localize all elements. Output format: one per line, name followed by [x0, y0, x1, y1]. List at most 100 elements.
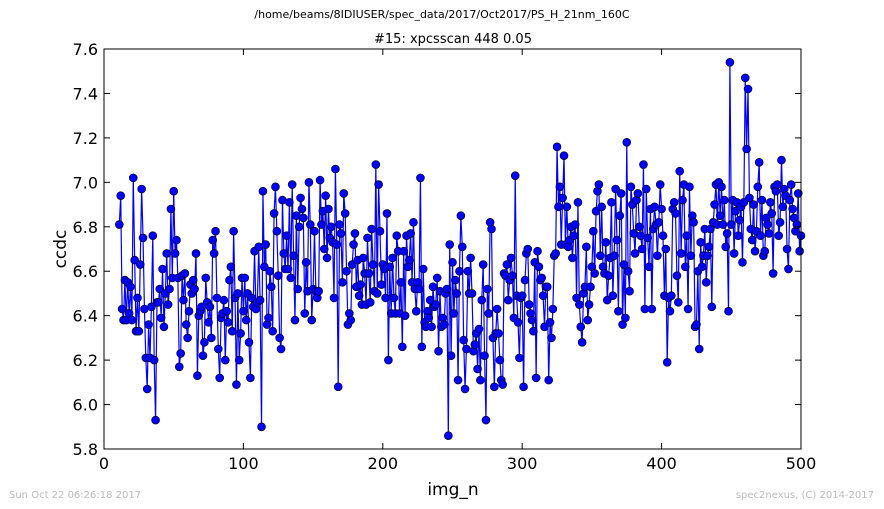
data-point [551, 249, 560, 258]
data-point [381, 293, 390, 303]
data-point [674, 298, 683, 307]
data-point [777, 155, 786, 165]
data-point [358, 253, 368, 263]
data-point [158, 264, 167, 274]
data-point [721, 242, 731, 252]
data-point [768, 269, 778, 278]
data-point [654, 218, 664, 227]
data-point [151, 415, 160, 425]
data-point [597, 202, 606, 212]
data-point [680, 262, 690, 272]
data-point [745, 193, 754, 203]
data-point [163, 300, 173, 309]
data-point [234, 355, 244, 365]
data-point [686, 251, 696, 260]
plot-frame [104, 49, 801, 449]
data-point [247, 293, 257, 303]
data-point [294, 222, 304, 232]
data-point [480, 351, 489, 360]
data-point [490, 382, 499, 392]
data-point [439, 320, 449, 329]
data-point [733, 231, 743, 240]
data-point [537, 273, 547, 283]
data-point [321, 191, 330, 200]
data-point [538, 291, 548, 300]
data-point [223, 318, 233, 327]
data-point [346, 315, 356, 325]
data-point [329, 293, 339, 303]
data-point [293, 284, 303, 294]
data-point [738, 258, 747, 267]
data-point [662, 358, 672, 367]
data-point [322, 253, 332, 263]
data-point [584, 300, 594, 309]
data-point [533, 246, 542, 256]
data-point [142, 384, 152, 394]
data-point [466, 253, 475, 263]
data-point [710, 200, 719, 209]
data-point [608, 291, 618, 300]
data-point [434, 346, 443, 356]
data-point [576, 322, 586, 332]
data-point [266, 282, 276, 292]
data-point [452, 289, 461, 298]
data-point [156, 313, 166, 323]
series-layer [115, 58, 806, 440]
y-tick-label: 7.6 [73, 40, 98, 59]
data-point [503, 295, 513, 305]
data-point [675, 166, 685, 176]
data-point [775, 218, 785, 227]
data-point [417, 342, 427, 352]
data-point [382, 209, 392, 218]
data-point [170, 249, 180, 258]
data-point [117, 304, 127, 314]
data-point [445, 240, 455, 249]
data-point [678, 195, 687, 205]
y-tick-label: 6.0 [73, 396, 98, 415]
data-point [616, 189, 626, 198]
data-point [527, 315, 537, 325]
data-point [542, 282, 552, 292]
plot-area: 0 100 200 300 400 500 5.8 6.0 6.2 6.4 6.6 6.8 7.0 7.… [73, 40, 817, 473]
data-point [772, 180, 782, 189]
data-point [183, 333, 192, 343]
data-point [371, 160, 381, 169]
data-point [385, 262, 395, 272]
data-point [257, 422, 266, 432]
data-point [264, 313, 273, 323]
data-point [233, 289, 243, 298]
data-point [540, 322, 549, 332]
data-point [481, 415, 491, 425]
data-point [241, 315, 251, 325]
data-point [431, 300, 441, 309]
data-point [559, 151, 569, 160]
data-point [478, 260, 488, 269]
data-point [384, 355, 393, 365]
data-point [301, 258, 311, 267]
x-tick-label: 500 [786, 454, 817, 473]
data-point [611, 184, 620, 194]
data-point [314, 286, 323, 296]
data-point [331, 164, 340, 174]
data-point [767, 209, 777, 218]
data-point [621, 313, 630, 323]
data-point [689, 218, 698, 227]
data-point [644, 262, 654, 272]
data-point [317, 220, 326, 229]
data-point [604, 271, 613, 280]
data-file-path: /home/beams/8IDIUSER/spec_data/2017/Oct2… [254, 8, 630, 21]
data-point [448, 258, 457, 267]
data-point [446, 351, 456, 360]
data-point [239, 306, 248, 316]
data-point [286, 273, 296, 283]
data-point [696, 238, 705, 247]
data-point [181, 320, 191, 329]
data-point [307, 315, 317, 325]
data-point [364, 269, 374, 278]
data-point [520, 275, 530, 285]
data-point [519, 382, 528, 392]
data-point [135, 260, 145, 269]
data-point [258, 186, 268, 196]
data-point [460, 384, 470, 394]
data-point [692, 320, 701, 329]
